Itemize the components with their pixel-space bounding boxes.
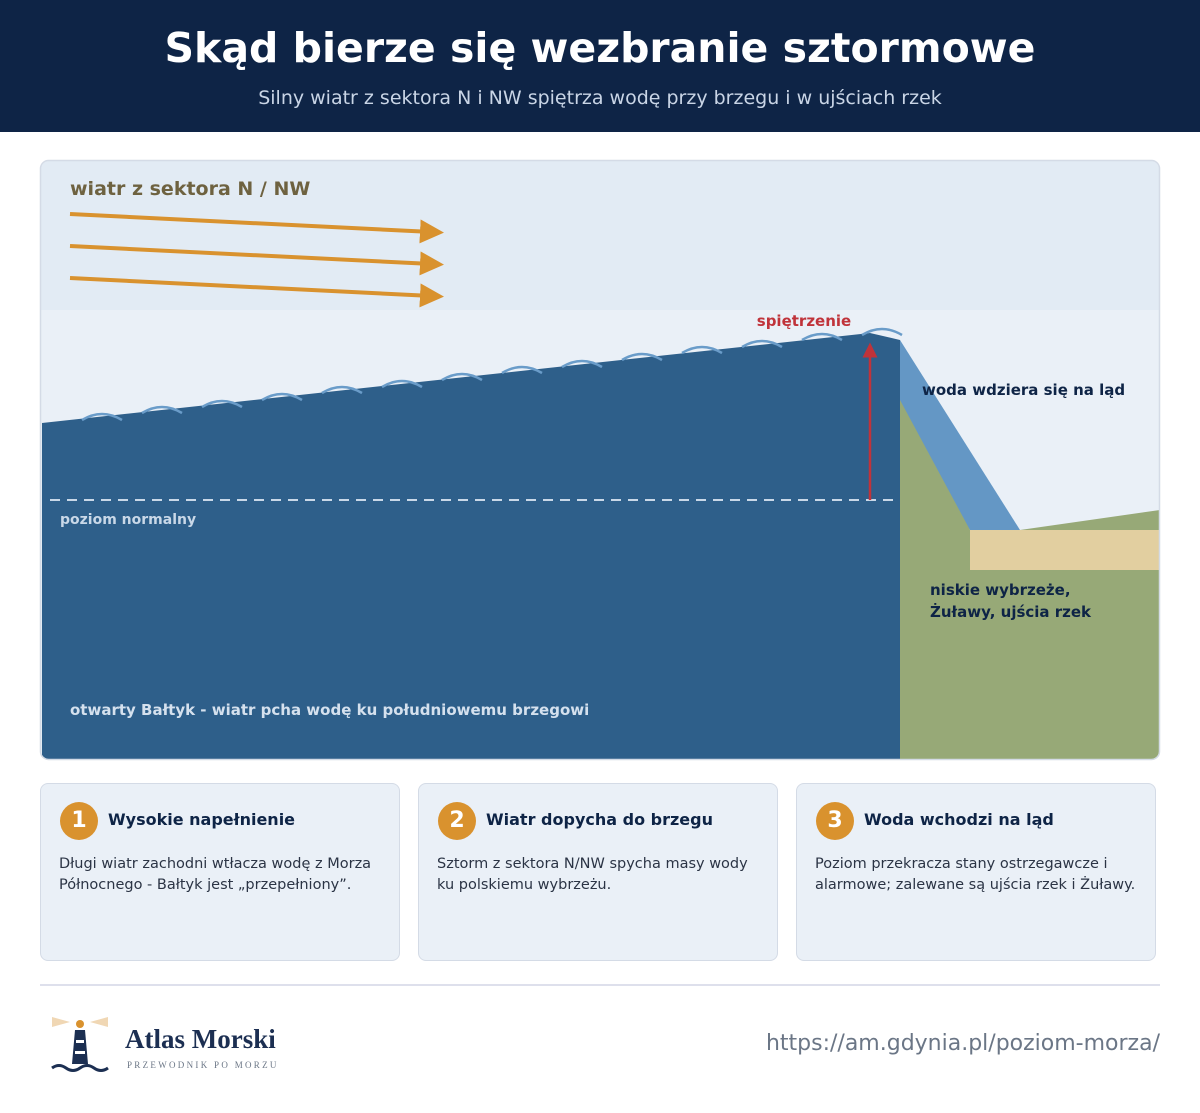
brand: Atlas Morski bbox=[125, 1024, 276, 1054]
sea-label: otwarty Bałtyk - wiatr pcha wodę ku połu… bbox=[70, 701, 589, 719]
step-card: 3 Woda wchodzi na ląd Poziom przekracza st… bbox=[796, 783, 1156, 961]
normal-level-label: poziom normalny bbox=[60, 512, 196, 528]
title: Skąd bierze się wezbranie sztormowe bbox=[164, 24, 1036, 72]
step-text: Sztorm z sektora N/NW spycha masy wody k… bbox=[437, 856, 748, 893]
logo bbox=[51, 1017, 109, 1072]
step-number: 1 bbox=[60, 802, 98, 840]
step-title: Wysokie napełnienie bbox=[108, 810, 296, 829]
surge-label: spiętrzenie bbox=[757, 312, 851, 330]
url: https://am.gdynia.pl/poziom-morza/ bbox=[765, 1031, 1160, 1056]
wind-label: wiatr z sektora N / NW bbox=[70, 178, 310, 200]
inundation-label: woda wdziera się na ląd bbox=[922, 381, 1125, 399]
step-number: 3 bbox=[816, 802, 854, 840]
inundation bbox=[900, 340, 1020, 530]
lowland-label: Żuławy, ujścia rzek bbox=[930, 602, 1092, 621]
sea bbox=[42, 333, 900, 759]
step-card: 2 Wiatr dopycha do brzegu Sztorm z sektora… bbox=[418, 783, 778, 961]
lowland-label: niskie wybrzeże, bbox=[930, 581, 1071, 599]
waves bbox=[81, 327, 903, 422]
tagline: PRZEWODNIK PO MORZU bbox=[127, 1060, 279, 1070]
subtitle: Silny wiatr z sektora N i NW spiętrza wo… bbox=[258, 87, 942, 109]
step-text: Długi wiatr zachodni wtłacza wodę z Morz… bbox=[59, 856, 372, 893]
step-title: Wiatr dopycha do brzegu bbox=[486, 810, 713, 829]
step-number: 2 bbox=[438, 802, 476, 840]
header bbox=[0, 0, 1200, 132]
step-title: Woda wchodzi na ląd bbox=[864, 810, 1054, 829]
scene bbox=[41, 161, 1159, 759]
wind-arrows bbox=[69, 212, 444, 308]
step-card: 1 Wysokie napełnienie Długi wiatr zachodni… bbox=[40, 783, 400, 961]
step-text: Poziom przekracza stany ostrzegawcze i a… bbox=[815, 856, 1136, 893]
panel-border bbox=[39, 159, 1161, 761]
lowland bbox=[970, 530, 1159, 570]
